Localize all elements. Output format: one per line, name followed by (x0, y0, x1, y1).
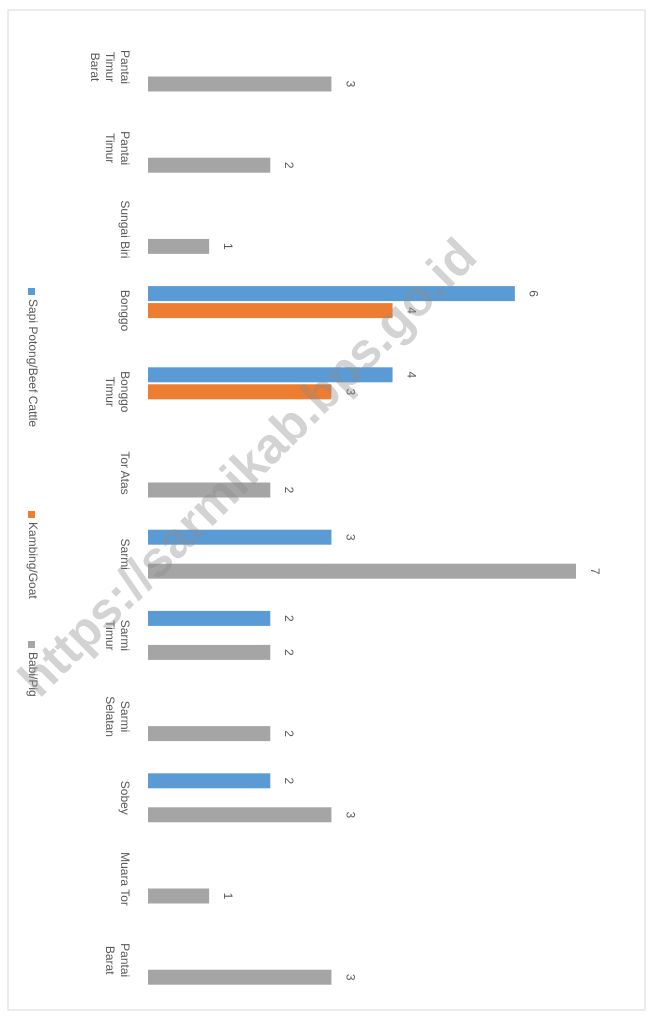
data-label: 2 (282, 615, 296, 622)
data-label: 3 (343, 81, 357, 88)
bar (148, 286, 515, 302)
data-label: 7 (588, 568, 602, 575)
category-label: Sungai Biri (118, 200, 132, 258)
bar (148, 157, 271, 173)
data-label: 2 (282, 730, 296, 737)
legend-label: Babi/Pig (26, 652, 40, 697)
bar (148, 969, 332, 985)
data-label: 4 (404, 371, 418, 378)
category-label: Tor Atas (118, 451, 132, 494)
category-label: PantaiTimurBarat (88, 50, 132, 84)
legend-swatch (28, 511, 35, 518)
category-label: Muara Tor (118, 852, 132, 906)
bar (148, 773, 271, 789)
bar (148, 807, 332, 823)
category-label: Sarmi (118, 539, 132, 570)
chart-border (7, 9, 646, 1011)
legend-swatch (28, 641, 35, 648)
bar (148, 482, 271, 498)
category-label: SarmiTimur (103, 620, 132, 651)
bar (148, 563, 576, 579)
category-label: Bonggo (118, 290, 132, 332)
data-label: 1 (221, 893, 235, 900)
data-label: 2 (282, 487, 296, 494)
data-label: 2 (282, 777, 296, 784)
data-label: 3 (343, 811, 357, 818)
category-label: PantaiTimur (103, 131, 132, 165)
legend-label: Kambing/Goat (26, 522, 40, 599)
data-label: 6 (527, 290, 541, 297)
category-label: SarmiSelatan (103, 696, 132, 737)
bar (148, 888, 210, 904)
data-label: 4 (404, 307, 418, 314)
data-label: 2 (282, 649, 296, 656)
data-label: 3 (343, 534, 357, 541)
bar (148, 303, 393, 319)
bar (148, 644, 271, 660)
data-label: 2 (282, 162, 296, 169)
data-label: 1 (221, 243, 235, 250)
legend-swatch (28, 288, 35, 295)
category-label: Sobey (118, 781, 132, 815)
data-label: 3 (343, 388, 357, 395)
bar (148, 384, 332, 400)
category-label: BonggoTimur (103, 371, 132, 413)
data-label: 3 (343, 974, 357, 981)
bar (148, 529, 332, 545)
category-label: PantaiBarat (103, 943, 132, 977)
bar (148, 238, 210, 254)
bar (148, 726, 271, 742)
bar (148, 76, 332, 92)
bar (148, 610, 271, 626)
legend-label: Sapi Potong/Beef Cattle (26, 299, 40, 427)
bar (148, 367, 393, 383)
